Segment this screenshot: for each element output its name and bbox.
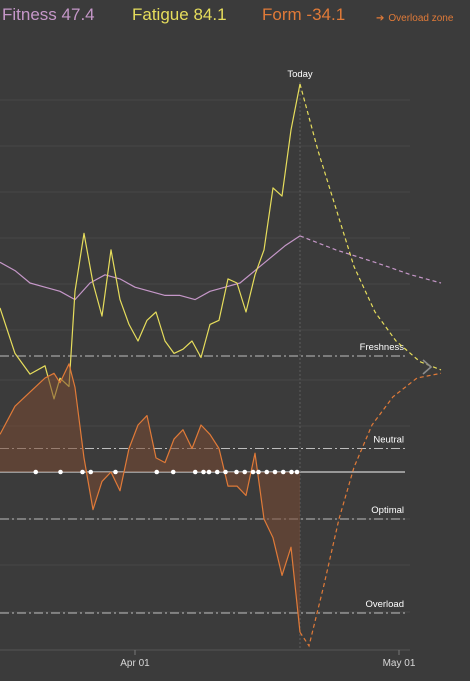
form-stat: Form -34.1 — [262, 5, 345, 25]
fitness-label: Fitness — [2, 5, 57, 24]
fatigue-value: 84.1 — [193, 5, 227, 24]
arrow-right-icon: ➔ — [376, 13, 385, 24]
x-tick-label: May 01 — [383, 658, 416, 669]
reference-line-label: Optimal — [371, 505, 404, 516]
fitness-forecast-line — [299, 235, 442, 284]
overload-zone-legend[interactable]: ➔ Overload zone — [376, 13, 453, 24]
header: Fitness 47.4 Fatigue 84.1 Form -34.1 ➔ Ov… — [0, 5, 470, 31]
today-label: Today — [287, 69, 313, 80]
training-day-dot — [88, 469, 94, 475]
training-day-dot — [250, 469, 256, 475]
training-day-dot — [256, 469, 261, 475]
fitness-value: 47.4 — [61, 5, 95, 24]
training-day-dot — [234, 469, 239, 475]
training-day-dot — [58, 469, 63, 475]
fatigue-line — [0, 83, 301, 400]
training-day-dot — [170, 469, 176, 475]
chevron-right-icon[interactable] — [418, 356, 436, 378]
fatigue-label: Fatigue — [132, 5, 189, 24]
reference-line-label: Freshness — [360, 342, 405, 353]
form-forecast-line — [299, 372, 442, 648]
training-day-dot — [113, 469, 118, 475]
fitness-line — [0, 235, 301, 301]
training-day-dot — [280, 469, 286, 475]
training-day-dot — [33, 469, 39, 475]
form-value: -34.1 — [306, 5, 346, 24]
training-day-dot — [154, 469, 160, 475]
training-day-dot — [192, 469, 198, 475]
x-tick-label: Apr 01 — [120, 658, 150, 669]
fatigue-forecast-line — [299, 83, 442, 371]
fatigue-stat: Fatigue 84.1 — [132, 5, 227, 25]
training-day-dot — [264, 469, 270, 475]
reference-line-label: Neutral — [373, 435, 404, 446]
fitness-stat: Fitness 47.4 — [2, 5, 95, 25]
reference-line-label: Overload — [365, 599, 404, 610]
training-day-dot — [201, 469, 206, 475]
training-day-dot — [289, 469, 294, 475]
training-day-dot — [223, 469, 228, 475]
training-day-dot — [272, 469, 278, 475]
training-day-dot — [214, 469, 220, 475]
training-day-dot — [242, 469, 248, 475]
form-line — [0, 363, 301, 633]
overload-zone-label: Overload zone — [388, 13, 454, 24]
training-day-dot — [80, 469, 85, 475]
training-day-dot — [294, 469, 300, 475]
form-label: Form — [262, 5, 302, 24]
training-day-dot — [206, 469, 212, 475]
form-area — [0, 363, 300, 633]
